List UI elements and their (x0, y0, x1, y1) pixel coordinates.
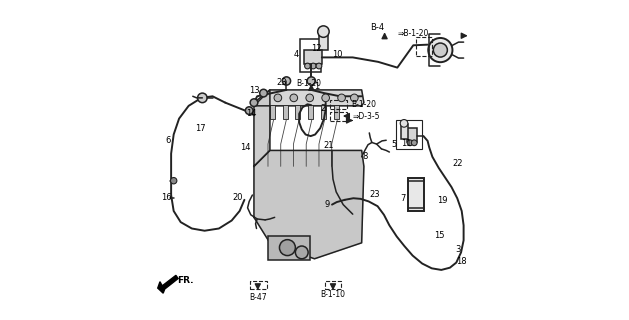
Text: 16: 16 (161, 193, 172, 202)
Text: 13: 13 (249, 86, 260, 95)
Circle shape (296, 246, 308, 259)
Text: 18: 18 (456, 257, 466, 266)
Text: B-4: B-4 (370, 23, 385, 32)
Text: 15: 15 (434, 231, 445, 240)
Text: 11: 11 (401, 139, 411, 148)
Circle shape (306, 94, 313, 102)
Text: 1: 1 (314, 82, 320, 91)
Bar (325, 281, 342, 289)
Circle shape (411, 140, 417, 146)
Text: 8: 8 (363, 152, 368, 161)
Text: 5: 5 (391, 140, 396, 149)
Circle shape (322, 94, 330, 102)
Text: 7: 7 (401, 194, 406, 203)
Text: 20: 20 (232, 193, 243, 202)
Bar (416, 37, 432, 56)
Circle shape (290, 94, 298, 102)
Bar (308, 105, 313, 119)
Text: 14: 14 (246, 109, 257, 118)
Circle shape (307, 77, 316, 85)
Circle shape (428, 38, 452, 62)
Circle shape (338, 94, 345, 102)
Text: B-1-10: B-1-10 (321, 290, 345, 299)
Text: 10: 10 (332, 50, 343, 59)
Polygon shape (254, 90, 270, 166)
Bar (270, 105, 275, 119)
Bar (401, 124, 408, 139)
Circle shape (274, 94, 282, 102)
Text: 2: 2 (321, 104, 326, 113)
Text: 21: 21 (323, 141, 334, 150)
Circle shape (245, 107, 253, 115)
Text: 23: 23 (370, 190, 381, 199)
Bar (319, 33, 328, 50)
Circle shape (170, 178, 177, 184)
Bar (330, 112, 347, 121)
Text: 19: 19 (437, 196, 447, 205)
Bar (304, 50, 322, 64)
Circle shape (318, 26, 329, 37)
Bar (282, 105, 287, 119)
Polygon shape (254, 150, 364, 259)
Bar (330, 100, 347, 109)
Text: 3: 3 (455, 245, 460, 254)
Circle shape (350, 94, 358, 102)
Circle shape (198, 93, 207, 103)
Text: 12: 12 (311, 44, 321, 53)
Text: ⇒D-3-5: ⇒D-3-5 (352, 112, 379, 121)
Polygon shape (158, 275, 178, 293)
Bar (269, 236, 309, 260)
Text: 9: 9 (325, 200, 330, 209)
Bar (321, 105, 326, 119)
Bar (396, 120, 422, 149)
Bar (333, 105, 338, 119)
Circle shape (407, 140, 413, 146)
Circle shape (250, 99, 258, 107)
Circle shape (433, 43, 447, 57)
Text: ⇒B-1-20: ⇒B-1-20 (398, 29, 430, 38)
Text: 6: 6 (165, 136, 170, 145)
Text: FR.: FR. (177, 276, 193, 285)
Text: 23: 23 (277, 78, 287, 87)
Bar (408, 178, 424, 211)
Text: B-1-20: B-1-20 (352, 100, 377, 109)
Text: 17: 17 (195, 124, 206, 132)
Text: 14: 14 (240, 143, 250, 152)
Circle shape (260, 89, 267, 97)
Bar (250, 281, 267, 289)
Bar (407, 128, 417, 141)
Polygon shape (254, 90, 364, 106)
Text: 4: 4 (294, 50, 299, 59)
Circle shape (282, 77, 291, 85)
Text: 22: 22 (453, 159, 463, 168)
Text: B-1-20: B-1-20 (296, 79, 321, 88)
Circle shape (310, 63, 316, 69)
Circle shape (400, 120, 408, 127)
Bar (300, 39, 321, 72)
Circle shape (304, 63, 310, 69)
Bar (296, 105, 301, 119)
Circle shape (279, 240, 296, 256)
Circle shape (316, 63, 322, 69)
Text: B-47: B-47 (249, 292, 267, 301)
